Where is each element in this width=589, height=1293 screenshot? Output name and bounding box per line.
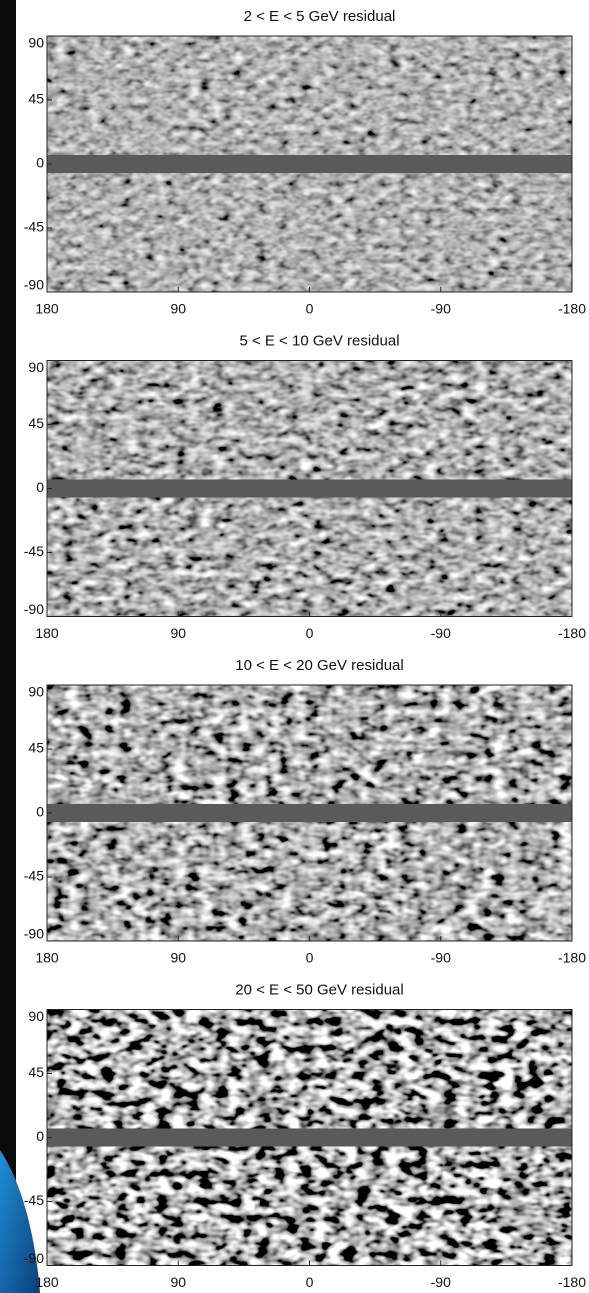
x-tick-label: -180 [558, 1274, 586, 1290]
y-tick-label: -90 [24, 926, 44, 942]
y-tick-label: -90 [24, 601, 44, 617]
x-tick-label: -180 [558, 625, 586, 641]
slide-edge [0, 0, 16, 1293]
y-tick-label: 45 [28, 740, 44, 756]
masked-plane [47, 804, 572, 822]
x-tick-label: 90 [170, 625, 186, 641]
x-tick-label: 180 [35, 301, 59, 317]
x-tick-label: 0 [306, 950, 314, 966]
y-tick-label: 45 [28, 1064, 44, 1080]
y-tick-label: -45 [24, 543, 44, 559]
y-tick-label: 0 [36, 155, 44, 171]
y-tick-label: 45 [28, 415, 44, 431]
x-tick-label: -180 [558, 950, 586, 966]
y-tick-label: 0 [36, 804, 44, 820]
x-tick-label: -90 [431, 1274, 451, 1290]
panel-title: 10 < E < 20 GeV residual [235, 657, 403, 674]
panel-title: 2 < E < 5 GeV residual [244, 8, 396, 25]
y-tick-label: 90 [28, 1008, 44, 1024]
x-tick-label: 0 [306, 625, 314, 641]
masked-plane [47, 1128, 572, 1147]
x-tick-label: -90 [431, 950, 451, 966]
x-tick-label: 180 [35, 1274, 59, 1290]
y-tick-label: -45 [24, 219, 44, 235]
x-tick-label: 90 [170, 950, 186, 966]
masked-plane [47, 479, 572, 498]
panel-title: 5 < E < 10 GeV residual [239, 332, 399, 349]
y-tick-label: -90 [24, 277, 44, 293]
x-tick-label: -180 [558, 301, 586, 317]
x-tick-label: 0 [306, 1274, 314, 1290]
x-tick-label: 180 [35, 625, 59, 641]
y-tick-label: 0 [36, 479, 44, 495]
y-tick-label: -90 [24, 1250, 44, 1266]
x-tick-label: 0 [306, 301, 314, 317]
masked-plane [47, 155, 572, 173]
y-tick-label: -45 [24, 868, 44, 884]
y-tick-label: 45 [28, 91, 44, 107]
x-tick-label: 90 [170, 301, 186, 317]
x-tick-label: -90 [431, 625, 451, 641]
x-tick-label: 90 [170, 1274, 186, 1290]
x-tick-label: 180 [35, 950, 59, 966]
slide-decoration [0, 1150, 40, 1293]
y-tick-label: -45 [24, 1192, 44, 1208]
y-tick-label: 90 [28, 359, 44, 375]
x-tick-label: -90 [431, 301, 451, 317]
y-tick-label: 0 [36, 1128, 44, 1144]
y-tick-label: 90 [28, 684, 44, 700]
y-tick-label: 90 [28, 35, 44, 51]
panel-title: 20 < E < 50 GeV residual [235, 981, 403, 998]
